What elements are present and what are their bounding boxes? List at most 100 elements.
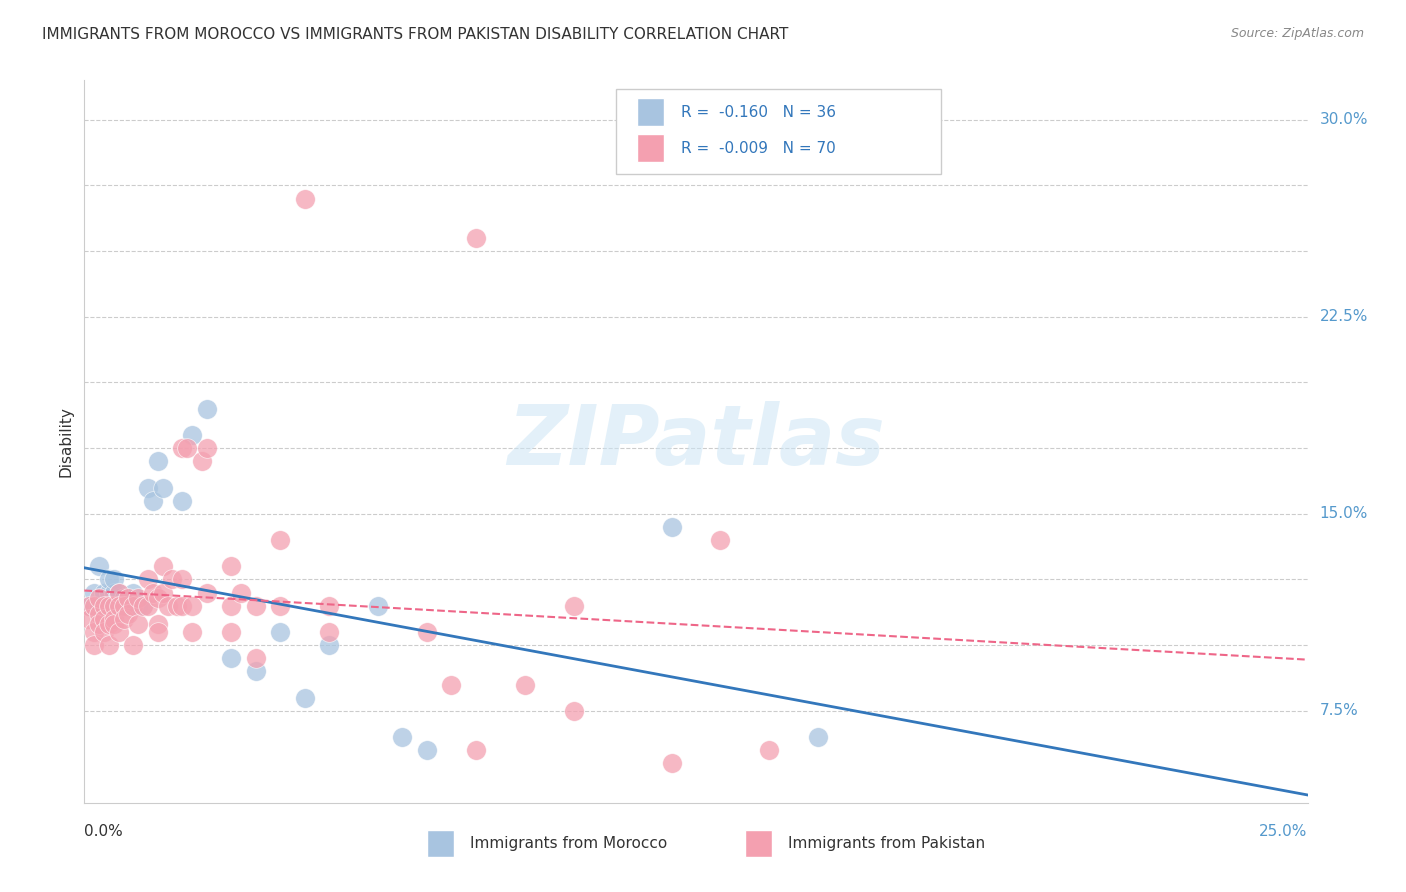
Point <box>107 599 129 613</box>
Point <box>83 585 105 599</box>
Point <box>93 599 115 613</box>
Text: Source: ZipAtlas.com: Source: ZipAtlas.com <box>1230 27 1364 40</box>
Point <box>142 493 165 508</box>
Text: IMMIGRANTS FROM MOROCCO VS IMMIGRANTS FROM PAKISTAN DISABILITY CORRELATION CHART: IMMIGRANTS FROM MOROCCO VS IMMIGRANTS FR… <box>42 27 789 42</box>
Point <box>77 612 100 626</box>
Point <box>117 607 139 621</box>
Point <box>97 599 120 613</box>
Point <box>464 743 486 757</box>
Point <box>440 677 463 691</box>
Point <box>117 591 139 605</box>
Point <box>367 599 389 613</box>
Point <box>83 625 105 640</box>
Text: ZIPatlas: ZIPatlas <box>508 401 884 482</box>
Point <box>87 599 110 613</box>
Point <box>93 585 115 599</box>
Point <box>83 599 105 613</box>
Point <box>142 585 165 599</box>
Point <box>146 625 169 640</box>
Text: R =  -0.160   N = 36: R = -0.160 N = 36 <box>682 104 837 120</box>
Point <box>112 591 135 605</box>
Point <box>93 612 115 626</box>
FancyBboxPatch shape <box>745 830 772 857</box>
Point <box>103 617 125 632</box>
Text: 22.5%: 22.5% <box>1320 310 1368 324</box>
Point <box>103 599 125 613</box>
Text: R =  -0.009   N = 70: R = -0.009 N = 70 <box>682 141 837 156</box>
Point <box>107 585 129 599</box>
Point <box>245 651 267 665</box>
Point <box>93 625 115 640</box>
Point <box>195 585 218 599</box>
Point <box>87 607 110 621</box>
Point <box>132 599 155 613</box>
Point <box>97 573 120 587</box>
Point <box>661 520 683 534</box>
Point <box>152 585 174 599</box>
Point <box>117 591 139 605</box>
Text: 15.0%: 15.0% <box>1320 507 1368 521</box>
Text: Immigrants from Morocco: Immigrants from Morocco <box>470 836 666 851</box>
Point <box>146 454 169 468</box>
Point <box>136 573 159 587</box>
Point <box>758 743 780 757</box>
Point <box>181 428 204 442</box>
Point <box>87 559 110 574</box>
Point <box>146 617 169 632</box>
Point <box>103 573 125 587</box>
Point <box>136 599 159 613</box>
Point <box>122 638 145 652</box>
Point <box>107 625 129 640</box>
Point <box>219 559 242 574</box>
Text: 7.5%: 7.5% <box>1320 704 1358 718</box>
Point <box>464 231 486 245</box>
FancyBboxPatch shape <box>637 98 664 126</box>
Point <box>122 599 145 613</box>
Text: 30.0%: 30.0% <box>1320 112 1368 128</box>
Point <box>103 612 125 626</box>
Point <box>219 625 242 640</box>
Point <box>127 599 149 613</box>
Point <box>219 599 242 613</box>
Point <box>513 677 536 691</box>
Point <box>127 591 149 605</box>
Point <box>103 585 125 599</box>
Point <box>416 743 439 757</box>
Point <box>112 612 135 626</box>
Point <box>146 591 169 605</box>
Point <box>87 591 110 605</box>
Point <box>136 481 159 495</box>
Point <box>318 638 340 652</box>
Point <box>166 599 188 613</box>
Point <box>97 585 120 599</box>
Point <box>152 559 174 574</box>
FancyBboxPatch shape <box>616 89 941 174</box>
Point <box>709 533 731 547</box>
Point <box>156 599 179 613</box>
Point <box>229 585 252 599</box>
Point <box>318 599 340 613</box>
Point <box>162 573 184 587</box>
Point <box>77 599 100 613</box>
Point <box>195 441 218 455</box>
Point <box>294 690 316 705</box>
Point <box>97 599 120 613</box>
Point <box>318 625 340 640</box>
Point <box>245 665 267 679</box>
Point <box>77 599 100 613</box>
FancyBboxPatch shape <box>637 135 664 162</box>
Point <box>97 638 120 652</box>
Point <box>562 704 585 718</box>
Y-axis label: Disability: Disability <box>58 406 73 477</box>
Point <box>807 730 830 744</box>
Point <box>416 625 439 640</box>
Point <box>245 599 267 613</box>
Text: Immigrants from Pakistan: Immigrants from Pakistan <box>787 836 984 851</box>
Point <box>661 756 683 771</box>
Point <box>87 617 110 632</box>
Point <box>132 599 155 613</box>
Point <box>112 599 135 613</box>
Point <box>127 617 149 632</box>
Point <box>181 599 204 613</box>
FancyBboxPatch shape <box>427 830 454 857</box>
